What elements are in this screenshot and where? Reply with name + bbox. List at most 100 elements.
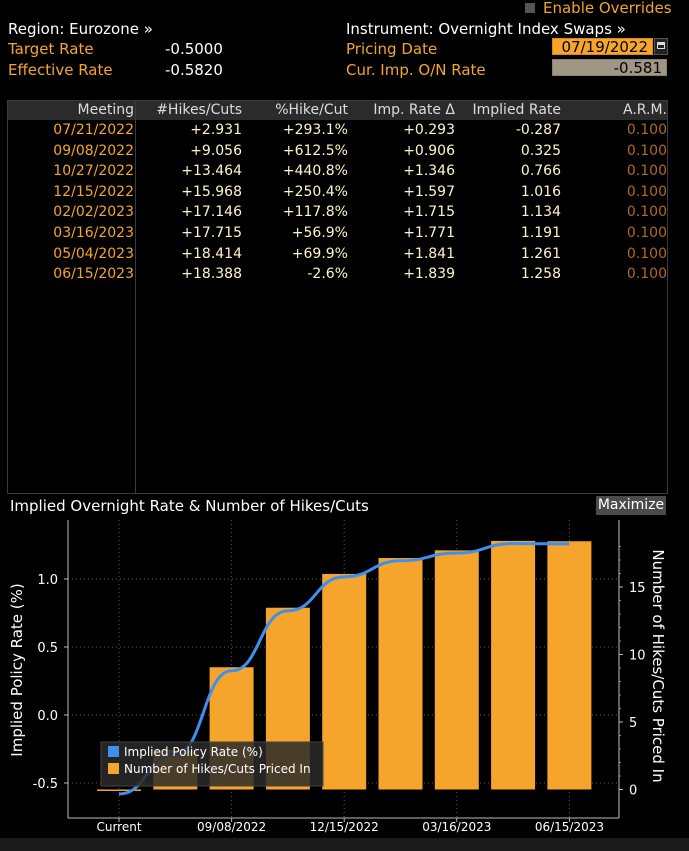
column-header-arm[interactable]: A.R.M. [623, 102, 667, 118]
implied-rate-value: 0.766 [520, 163, 561, 180]
y2-tick-label: 5 [629, 716, 637, 731]
meeting-date: 07/21/2022 [53, 122, 134, 138]
x-tick-label: 06/15/2023 [535, 820, 604, 834]
arm-value: 0.100 [626, 245, 667, 262]
imp-rate-delta-value: +1.597 [403, 183, 455, 200]
hikes-cuts-value: +9.056 [190, 142, 242, 159]
pricing-date-field[interactable]: 07/19/2022 [552, 38, 653, 56]
column-header-hikes-cuts[interactable]: #Hikes/Cuts [156, 102, 242, 118]
imp-rate-delta-value: +1.715 [403, 204, 455, 221]
arm-value: 0.100 [626, 183, 667, 200]
hikes-cuts-value: +15.968 [181, 183, 242, 200]
hikes-cuts-value: +17.146 [181, 204, 242, 221]
meeting-date: 02/02/2023 [53, 204, 134, 221]
y-tick-label: -0.5 [33, 777, 58, 792]
bar [491, 540, 536, 790]
overrides-checkbox[interactable] [525, 3, 535, 13]
arm-value: 0.100 [626, 266, 667, 283]
legend-label: Number of Hikes/Cuts Priced In [124, 762, 311, 776]
imp-rate-delta-value: +0.906 [403, 142, 455, 159]
bar [378, 558, 423, 790]
legend-swatch [108, 763, 119, 774]
effective-rate-value: -0.5820 [165, 61, 223, 79]
meeting-date: 09/08/2022 [53, 142, 134, 159]
y2-tick-label: 0 [629, 784, 637, 799]
implied-rate-value: 1.258 [520, 266, 561, 283]
column-header-pct-hike-cut[interactable]: %Hike/Cut [275, 102, 348, 118]
pct-hike-cut-value: +250.4% [282, 183, 348, 200]
imp-rate-delta-value: +1.841 [403, 245, 455, 262]
pct-hike-cut-value: +440.8% [282, 163, 348, 180]
enable-overrides-toggle[interactable]: Enable Overrides [525, 0, 672, 16]
implied-rate-value: -0.287 [515, 122, 561, 138]
pct-hike-cut-value: +56.9% [291, 225, 348, 241]
effective-rate-label: Effective Rate [8, 61, 113, 79]
pct-hike-cut-value: +69.9% [291, 245, 348, 262]
meeting-date: 03/16/2023 [53, 225, 134, 241]
imp-rate-delta-value: +1.839 [403, 266, 455, 283]
column-header-meeting[interactable]: Meeting [77, 102, 134, 118]
imp-rate-delta-value: +0.293 [403, 122, 455, 138]
meeting-date: 10/27/2022 [53, 163, 134, 180]
table-header [8, 101, 667, 120]
legend-label: Implied Policy Rate (%) [124, 745, 263, 759]
calendar-icon[interactable] [654, 38, 668, 55]
y2-tick-label: 15 [629, 581, 646, 596]
x-tick-label: 12/15/2022 [310, 820, 379, 834]
y-axis-label: Implied Policy Rate (%) [8, 583, 26, 756]
bar [547, 541, 592, 790]
cur-imp-rate-label: Cur. Imp. O/N Rate [346, 61, 486, 79]
legend [100, 741, 324, 787]
arm-value: 0.100 [626, 163, 667, 180]
legend-swatch [108, 746, 119, 757]
chart-title: Implied Overnight Rate & Number of Hikes… [10, 497, 369, 515]
y2-axis-label: Number of Hikes/Cuts Priced In [649, 549, 667, 782]
instrument-selector[interactable]: Instrument: Overnight Index Swaps » [346, 20, 626, 38]
pricing-date-label: Pricing Date [346, 40, 438, 58]
column-header-implied-rate[interactable]: Implied Rate [472, 102, 561, 118]
target-rate-label: Target Rate [8, 40, 94, 58]
pct-hike-cut-value: +117.8% [282, 204, 348, 221]
pct-hike-cut-value: +293.1% [282, 122, 348, 138]
arm-value: 0.100 [626, 142, 667, 159]
pct-hike-cut-value: -2.6% [307, 266, 348, 283]
column-header-imp-rate-delta[interactable]: Imp. Rate Δ [373, 102, 455, 118]
y2-tick-label: 10 [629, 649, 646, 664]
arm-value: 0.100 [626, 204, 667, 221]
meeting-date: 05/04/2023 [53, 245, 134, 262]
implied-rate-value: 1.261 [520, 245, 561, 262]
table-divider [135, 100, 136, 494]
bar [434, 550, 479, 790]
meeting-date: 12/15/2022 [53, 183, 134, 200]
imp-rate-delta-value: +1.771 [403, 225, 455, 241]
bar [322, 573, 367, 790]
hikes-cuts-value: +13.464 [181, 163, 242, 180]
hikes-cuts-value: +18.414 [181, 245, 242, 262]
bar [97, 789, 141, 791]
arm-value: 0.100 [626, 225, 667, 241]
bottom-status-bar [0, 838, 689, 851]
implied-rate-value: 1.134 [520, 204, 561, 221]
x-tick-label: 03/16/2023 [422, 820, 491, 834]
imp-rate-delta-value: +1.346 [403, 163, 455, 180]
pct-hike-cut-value: +612.5% [282, 142, 348, 159]
y-tick-label: 1.0 [37, 573, 58, 588]
cur-imp-rate-field[interactable]: -0.581 [552, 59, 667, 77]
target-rate-value: -0.5000 [165, 40, 223, 58]
hikes-cuts-value: +18.388 [181, 266, 242, 283]
y-tick-label: 0.5 [37, 641, 58, 656]
maximize-button[interactable]: Maximize [596, 496, 666, 515]
hikes-cuts-value: +17.715 [181, 225, 242, 241]
implied-rate-value: 1.191 [520, 225, 561, 241]
y-tick-label: 0.0 [37, 709, 58, 724]
implied-rate-value: 1.016 [520, 183, 561, 200]
hikes-cuts-value: +2.931 [190, 122, 242, 138]
region-selector[interactable]: Region: Eurozone » [8, 20, 153, 38]
enable-overrides-label: Enable Overrides [543, 0, 672, 17]
meetings-table [7, 100, 668, 494]
arm-value: 0.100 [626, 122, 667, 138]
x-tick-label: 09/08/2022 [197, 820, 266, 834]
x-tick-label: Current [96, 820, 141, 834]
meeting-date: 06/15/2023 [53, 266, 134, 283]
